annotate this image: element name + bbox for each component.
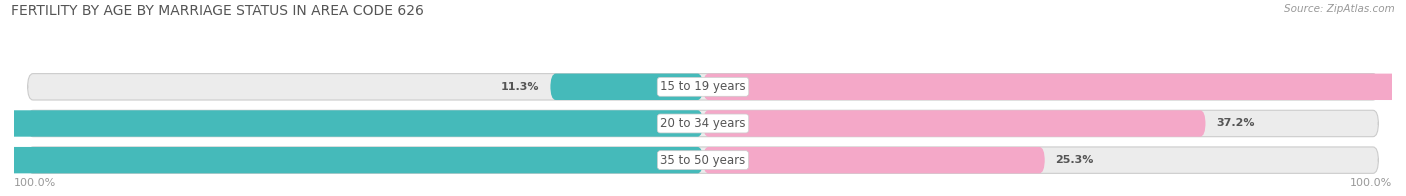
FancyBboxPatch shape [28,74,1378,100]
FancyBboxPatch shape [703,147,1045,173]
Text: 37.2%: 37.2% [1216,118,1254,129]
Text: 15 to 19 years: 15 to 19 years [661,80,745,93]
FancyBboxPatch shape [703,74,1406,100]
Text: 11.3%: 11.3% [501,82,540,92]
FancyBboxPatch shape [550,74,703,100]
FancyBboxPatch shape [0,110,703,137]
Text: 100.0%: 100.0% [1350,179,1392,189]
Text: FERTILITY BY AGE BY MARRIAGE STATUS IN AREA CODE 626: FERTILITY BY AGE BY MARRIAGE STATUS IN A… [11,4,425,18]
FancyBboxPatch shape [28,110,1378,137]
Text: 100.0%: 100.0% [14,179,56,189]
FancyBboxPatch shape [28,147,1378,173]
Text: 35 to 50 years: 35 to 50 years [661,154,745,167]
Text: Source: ZipAtlas.com: Source: ZipAtlas.com [1284,4,1395,14]
Text: 20 to 34 years: 20 to 34 years [661,117,745,130]
Text: 25.3%: 25.3% [1056,155,1094,165]
FancyBboxPatch shape [703,110,1205,137]
FancyBboxPatch shape [0,147,703,173]
